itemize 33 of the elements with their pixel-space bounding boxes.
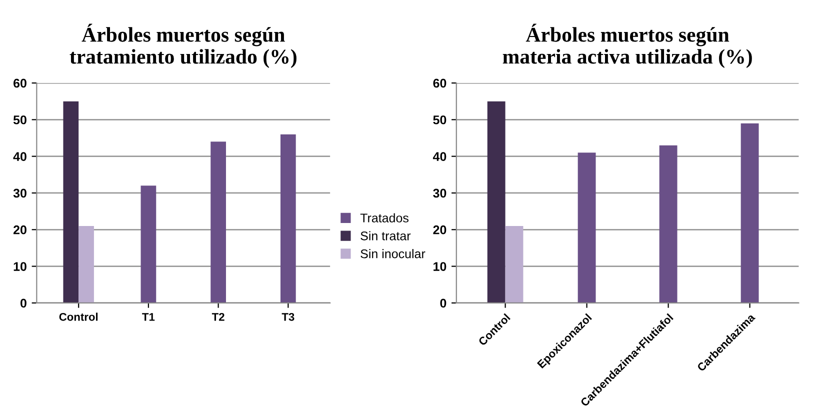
y-tick-label: 50: [433, 115, 446, 124]
legend-label: Sin tratar: [360, 231, 411, 240]
y-tick-label: 10: [14, 262, 26, 271]
bar: [140, 186, 156, 303]
bar: [578, 152, 596, 303]
x-tick-label: T1: [142, 313, 155, 321]
y-tick-label: 20: [13, 225, 26, 234]
bar: [63, 101, 79, 303]
chart-title: Árboles muertos según tratamiento utilizado (%): [70, 24, 296, 68]
y-tick-label: 50: [13, 115, 26, 124]
chart-title: Árboles muertos según materia activa utilizada (%): [502, 24, 752, 68]
y-tick-label: 10: [434, 262, 446, 271]
y-tick-label: 20: [433, 225, 446, 234]
y-tick-label: 40: [13, 152, 26, 161]
y-tick-label: 30: [13, 188, 26, 198]
bar: [740, 123, 759, 303]
y-tick-label: 30: [433, 188, 446, 198]
x-tick-label: T3: [282, 312, 294, 321]
bar: [487, 101, 506, 303]
x-tick-label: Control: [59, 312, 98, 321]
bar: [78, 226, 94, 303]
x-tick-label: T2: [212, 312, 224, 321]
y-tick-label: 60: [14, 78, 26, 88]
bar: [505, 226, 524, 303]
y-tick-label: 0: [440, 298, 446, 308]
legend-label: Sin inocular: [360, 249, 426, 258]
legend-label: Tratados: [360, 213, 408, 222]
y-tick-label: 40: [432, 152, 446, 161]
y-tick-label: 60: [433, 78, 446, 88]
bar: [210, 142, 226, 303]
y-tick-label: 0: [20, 298, 26, 308]
bar: [659, 145, 678, 303]
bar: [280, 134, 296, 303]
